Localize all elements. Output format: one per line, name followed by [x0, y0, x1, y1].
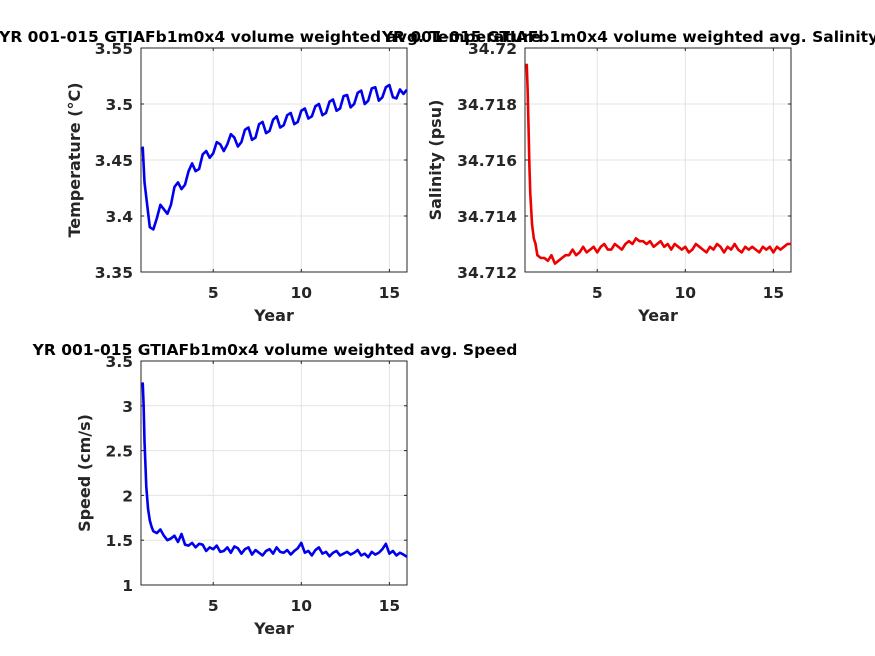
speed-ytick-label: 2.5	[106, 443, 133, 461]
speed-xlabel: Year	[253, 619, 294, 638]
salinity-xtick-label: 10	[675, 284, 697, 302]
speed-ytick-label: 1.5	[106, 532, 133, 550]
speed-xtick-label: 10	[291, 597, 313, 615]
speed-ytick-label: 2	[122, 487, 133, 505]
temperature-ytick-label: 3.5	[106, 96, 133, 114]
temperature-axes: 5 10 15 3.35 3.4 3.45 3.5 3.55 Year Temperature (…	[0, 28, 541, 325]
speed-ytick-label: 3	[122, 398, 133, 416]
salinity-ytick-label: 34.716	[457, 152, 517, 170]
speed-plot-area	[141, 361, 407, 585]
speed-xtick-label: 15	[379, 597, 401, 615]
salinity-title: YR 001-015 GTIAFb1m0x4 volume weighted a…	[381, 28, 875, 46]
temperature-xtick-label: 5	[208, 284, 219, 302]
temperature-xtick-label: 10	[291, 284, 313, 302]
speed-title: YR 001-015 GTIAFb1m0x4 volume weighted a…	[32, 341, 518, 359]
salinity-xlabel: Year	[637, 306, 678, 325]
speed-ytick-label: 3.5	[106, 353, 133, 371]
temperature-ytick-label: 3.55	[95, 40, 133, 58]
salinity-ytick-label: 34.714	[457, 208, 517, 226]
temperature-title: YR 001-015 GTIAFb1m0x4 volume weighted a…	[0, 28, 541, 46]
salinity-series-line	[525, 63, 792, 265]
temperature-ytick-label: 3.45	[95, 152, 133, 170]
speed-ytick-label: 1	[122, 577, 133, 595]
temperature-ytick-label: 3.35	[95, 264, 133, 282]
salinity-ytick-label: 34.718	[457, 96, 517, 114]
salinity-ytick-label: 34.712	[457, 264, 517, 282]
temperature-ytick-label: 3.4	[106, 208, 134, 226]
temperature-xlabel: Year	[253, 306, 294, 325]
temperature-ylabel: Temperature (°C)	[65, 82, 84, 237]
salinity-ytick-label: 34.72	[468, 40, 517, 58]
salinity-xtick-label: 15	[763, 284, 785, 302]
salinity-xtick-label: 5	[592, 284, 603, 302]
speed-xtick-label: 5	[208, 597, 219, 615]
speed-axes: 5 10 15 1 1.5 2 2.5 3 3.5 Year Speed (cm/s) YR 001-…	[32, 341, 518, 638]
speed-series-line	[141, 382, 408, 559]
salinity-ylabel: Salinity (psu)	[426, 100, 445, 221]
speed-axes-box	[140, 360, 408, 586]
salinity-axes: 5 10 15 34.712 34.714 34.716 34.718 34.72 Year Sa…	[381, 28, 875, 325]
speed-ylabel: Speed (cm/s)	[75, 414, 94, 532]
temperature-xtick-label: 15	[379, 284, 401, 302]
temperature-series-line	[141, 83, 408, 231]
